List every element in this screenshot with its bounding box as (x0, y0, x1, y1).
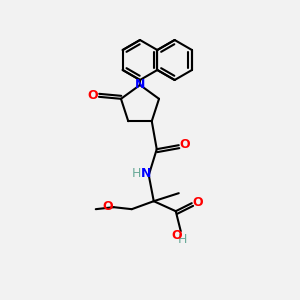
Text: O: O (192, 196, 203, 209)
Text: O: O (88, 89, 98, 102)
Text: O: O (171, 229, 182, 242)
Text: N: N (135, 77, 145, 91)
Text: O: O (102, 200, 113, 213)
Text: H: H (178, 233, 188, 246)
Text: O: O (179, 138, 190, 151)
Text: H: H (132, 167, 141, 180)
Text: N: N (141, 167, 151, 180)
